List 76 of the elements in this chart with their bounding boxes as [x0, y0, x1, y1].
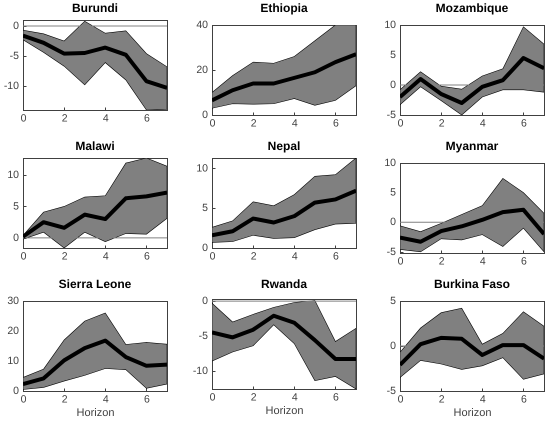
- x-tick-label: 0: [210, 392, 216, 404]
- x-tick-label: 2: [250, 392, 257, 404]
- chart-title: Sierra Leone: [58, 277, 132, 291]
- x-tick-label: 2: [438, 394, 445, 406]
- x-tick-label: 4: [102, 394, 109, 406]
- x-tick-label: 0: [20, 394, 27, 406]
- y-tick-label: 10: [384, 157, 396, 169]
- x-tick-label: 2: [250, 250, 257, 262]
- y-tick-label: 5: [390, 295, 396, 307]
- x-tick-label: 2: [62, 250, 68, 262]
- x-tick-label: 2: [62, 112, 68, 124]
- y-tick-label: -5: [386, 246, 396, 258]
- x-tick-label: 0: [20, 250, 27, 262]
- x-tick-label: 0: [398, 118, 404, 130]
- x-tick-label: 2: [62, 394, 68, 406]
- y-tick-label: 10: [7, 355, 20, 367]
- x-tick-label: 2: [250, 118, 257, 130]
- x-tick-label: 4: [480, 118, 486, 130]
- x-tick-label: 0: [398, 394, 404, 406]
- x-tick-label: 0: [210, 118, 216, 130]
- y-tick-label: -5: [386, 385, 396, 397]
- y-tick-label: -10: [4, 80, 20, 92]
- y-tick-label: 0: [390, 216, 396, 228]
- y-tick-label: -5: [386, 109, 396, 121]
- x-tick-label: 6: [521, 256, 528, 268]
- x-tick-label: 0: [398, 256, 404, 268]
- x-tick-label: 4: [292, 118, 298, 130]
- x-tick-label: 2: [438, 118, 445, 130]
- x-tick-label: 6: [333, 118, 340, 130]
- y-tick-label: -5: [10, 50, 20, 62]
- x-axis-title: Horizon: [454, 407, 492, 419]
- y-tick-label: 10: [384, 19, 396, 31]
- y-tick-label: 20: [196, 64, 208, 76]
- y-tick-label: 0: [390, 340, 396, 352]
- y-tick-label: 5: [390, 49, 396, 61]
- y-tick-label: 5: [202, 202, 208, 214]
- chart-title: Nepal: [268, 139, 300, 153]
- x-tick-label: 0: [20, 112, 27, 124]
- y-tick-label: 5: [390, 186, 396, 199]
- x-tick-label: 4: [480, 394, 486, 406]
- chart-title: Ethiopia: [260, 1, 308, 15]
- x-tick-label: 4: [292, 250, 298, 262]
- y-tick-label: -5: [198, 330, 208, 342]
- y-tick-label: 0: [202, 242, 208, 254]
- chart-title: Myanmar: [446, 139, 499, 153]
- chart-title: Burundi: [72, 1, 118, 15]
- x-tick-label: 6: [333, 392, 340, 404]
- x-tick-label: 6: [521, 394, 528, 406]
- x-tick-label: 4: [292, 392, 298, 404]
- x-tick-label: 6: [521, 118, 528, 130]
- y-tick-label: 10: [196, 162, 208, 174]
- y-tick-label: 0: [13, 20, 20, 32]
- x-tick-label: 4: [480, 256, 486, 268]
- y-tick-label: -10: [192, 364, 208, 377]
- y-tick-label: 0: [13, 232, 20, 244]
- x-tick-label: 4: [102, 112, 109, 124]
- y-tick-label: 0: [390, 79, 396, 91]
- x-tick-label: 0: [210, 250, 216, 262]
- y-tick-label: 30: [7, 295, 20, 307]
- x-tick-label: 6: [144, 394, 150, 406]
- x-tick-label: 4: [102, 250, 109, 262]
- chart-title: Rwanda: [260, 277, 308, 292]
- x-tick-label: 6: [144, 250, 150, 262]
- chart-title: Mozambique: [436, 1, 509, 15]
- chart-title: Malawi: [75, 139, 115, 153]
- x-tick-label: 2: [438, 256, 445, 268]
- x-axis-title: Horizon: [76, 407, 114, 419]
- x-tick-label: 6: [333, 250, 340, 262]
- chart-title: Burkina Faso: [434, 277, 510, 291]
- y-tick-label: 0: [202, 295, 208, 308]
- x-tick-label: 6: [144, 112, 150, 124]
- x-axis-title: Horizon: [266, 405, 304, 417]
- y-tick-label: 10: [7, 168, 20, 181]
- y-tick-label: 40: [196, 19, 208, 31]
- y-tick-label: 5: [13, 200, 20, 212]
- y-tick-label: 20: [7, 325, 20, 337]
